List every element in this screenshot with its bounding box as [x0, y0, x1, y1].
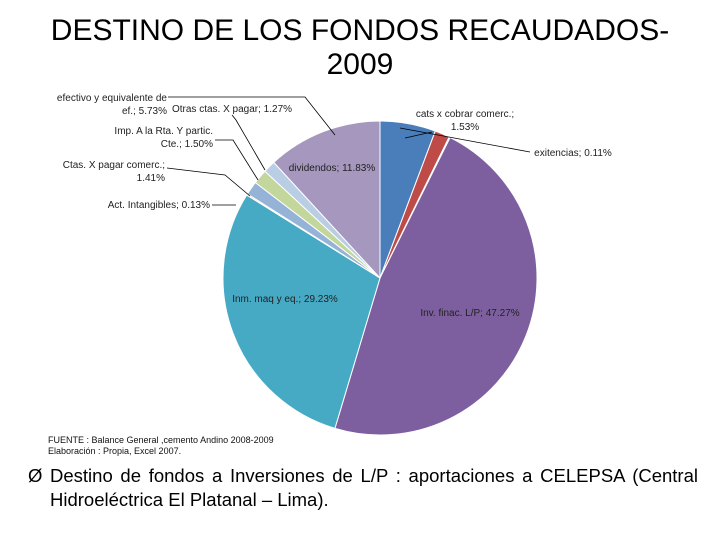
slice-label-1-line-1: efectivo y equivalente de	[57, 93, 168, 104]
page-title: DESTINO DE LOS FONDOS RECAUDADOS- 2009	[0, 14, 720, 82]
leader-line-1	[168, 96, 336, 136]
bullet-point: Ø Destino de fondos a Inversiones de L/P…	[28, 464, 698, 512]
slice-label-10-line-1: dividendos; 11.83%	[289, 163, 376, 174]
pie-slices	[222, 120, 538, 436]
slice-label-3-line-1: exitencias; 0.11%	[534, 148, 612, 159]
source-note: FUENTE : Balance General ,cemento Andino…	[48, 435, 274, 457]
slice-label-6-line-1: Act. Intangibles; 0.13%	[108, 200, 210, 211]
slice-label-9: Otras ctas. X pagar; 1.27%	[172, 104, 292, 115]
leader-lines	[166, 96, 531, 206]
source-line-2: Elaboración : Propia, Excel 2007.	[48, 446, 182, 456]
slice-label-1: efectivo y equivalente de ef.; 5.73%	[57, 93, 168, 117]
slice-label-2: cats x cobrar comerc.; 1.53%	[416, 109, 514, 133]
leader-line-9	[231, 114, 266, 171]
slice-label-10: dividendos; 11.83%	[289, 163, 376, 174]
pie-slice-5	[222, 194, 381, 430]
slice-label-3: exitencias; 0.11%	[534, 148, 612, 159]
slice-labels: efectivo y equivalente de ef.; 5.73% cats …	[57, 93, 612, 319]
slice-label-2-line-1: cats x cobrar comerc.;	[416, 109, 514, 120]
arrow-bullet-icon: Ø	[28, 465, 43, 486]
slice-label-8-line-2: Cte.; 1.50%	[161, 139, 213, 150]
slice-label-1-line-2: ef.; 5.73%	[122, 106, 167, 117]
leader-line-3	[399, 127, 531, 153]
slice-label-6: Act. Intangibles; 0.13%	[108, 200, 210, 211]
title-line-2: 2009	[326, 48, 394, 81]
slice-label-2-line-2: 1.53%	[451, 122, 479, 133]
slice-label-8-line-1: Imp. A la Rta. Y partic.	[114, 126, 213, 137]
leader-line-7	[166, 167, 251, 197]
slice-label-4-line-1: Inv. finac. L/P; 47.27%	[420, 308, 519, 319]
bullet-text: Destino de fondos a Inversiones de L/P :…	[50, 465, 698, 510]
source-line-1: FUENTE : Balance General ,cemento Andino…	[48, 435, 274, 445]
slice-label-5-line-1: Inm. maq y eq.; 29.23%	[232, 294, 338, 305]
slice-label-7-line-2: 1.41%	[137, 173, 165, 184]
pie-slice-4	[334, 136, 538, 436]
slice-label-8: Imp. A la Rta. Y partic. Cte.; 1.50%	[114, 126, 213, 150]
slice-label-9-line-1: Otras ctas. X pagar; 1.27%	[172, 104, 292, 115]
slice-label-5: Inm. maq y eq.; 29.23%	[232, 294, 338, 305]
pie-slice-10	[273, 120, 381, 280]
slice-label-7: Ctas. X pagar comerc.; 1.41%	[63, 160, 165, 184]
slice-label-4: Inv. finac. L/P; 47.27%	[420, 308, 519, 319]
leader-line-8	[215, 139, 259, 181]
title-line-1: DESTINO DE LOS FONDOS RECAUDADOS-	[50, 14, 670, 47]
slice-label-7-line-1: Ctas. X pagar comerc.;	[63, 160, 165, 171]
